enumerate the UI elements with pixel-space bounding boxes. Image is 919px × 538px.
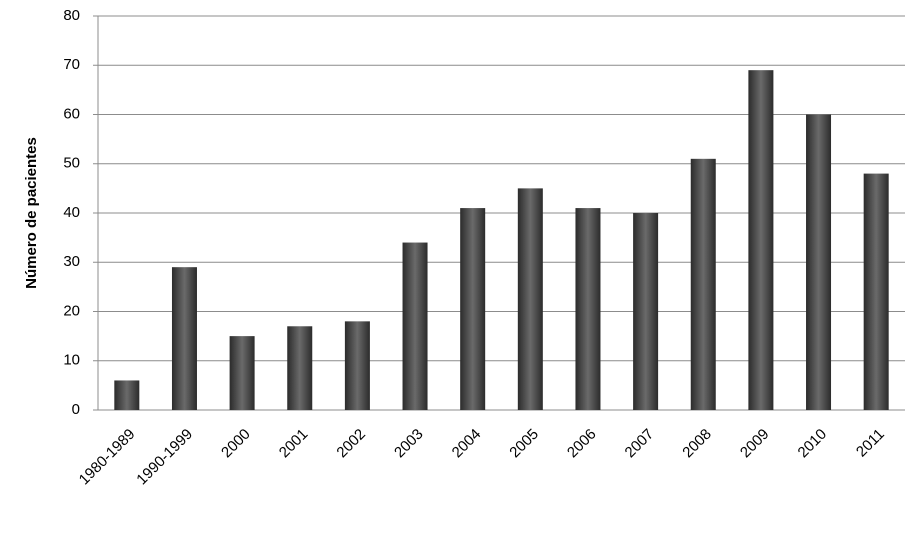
x-tick-label: 2003 [391, 426, 427, 462]
y-tick-label: 0 [72, 401, 80, 418]
bar [633, 213, 659, 410]
x-tick-label: 2002 [333, 426, 369, 462]
y-tick-label: 80 [63, 7, 80, 24]
bar [229, 336, 255, 410]
x-tick-label: 2000 [218, 426, 254, 462]
x-tick-label: 2006 [564, 426, 600, 462]
bar [460, 208, 486, 410]
bar [575, 208, 601, 410]
x-tick-label: 2008 [679, 426, 715, 462]
x-tick-label: 2009 [737, 426, 773, 462]
y-tick-label: 50 [63, 155, 80, 172]
bar [287, 326, 313, 410]
x-tick-label: 2005 [506, 426, 542, 462]
x-tick-label: 2011 [853, 426, 888, 461]
bar [748, 70, 774, 411]
bar [344, 321, 370, 410]
bar [171, 267, 197, 410]
x-tick-label: 2010 [795, 426, 831, 462]
y-tick-label: 40 [63, 204, 80, 221]
y-tick-label: 30 [63, 253, 80, 270]
x-tick-label: 1980-1989 [76, 426, 139, 489]
bar [863, 173, 889, 410]
bar [690, 158, 716, 410]
x-tick-label: 1990-1999 [133, 426, 196, 489]
bar [517, 188, 543, 410]
y-tick-label: 70 [63, 56, 80, 73]
x-tick-label: 2007 [622, 426, 658, 462]
x-tick-label: 2001 [276, 426, 312, 462]
x-tick-label: 2004 [449, 426, 485, 462]
y-tick-label: 10 [63, 352, 80, 369]
bar [806, 114, 832, 410]
y-tick-label: 60 [63, 105, 80, 122]
bar [114, 380, 140, 410]
y-tick-label: 20 [63, 302, 80, 319]
y-axis-title: Número de pacientes [23, 137, 40, 289]
bar [402, 242, 428, 410]
